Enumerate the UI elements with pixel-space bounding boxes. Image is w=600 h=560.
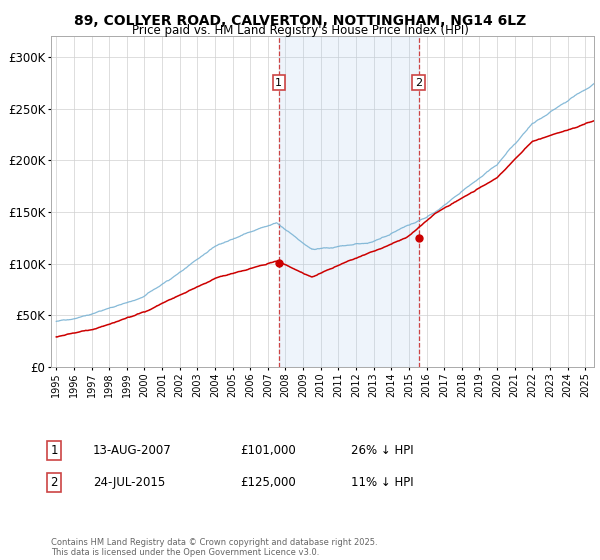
Text: £101,000: £101,000: [240, 444, 296, 458]
Text: £125,000: £125,000: [240, 476, 296, 489]
Text: 2: 2: [415, 78, 422, 88]
Text: 11% ↓ HPI: 11% ↓ HPI: [351, 476, 413, 489]
Text: 1: 1: [275, 78, 282, 88]
Text: Contains HM Land Registry data © Crown copyright and database right 2025.
This d: Contains HM Land Registry data © Crown c…: [51, 538, 377, 557]
Text: 89, COLLYER ROAD, CALVERTON, NOTTINGHAM, NG14 6LZ: 89, COLLYER ROAD, CALVERTON, NOTTINGHAM,…: [74, 14, 526, 28]
Text: 1: 1: [50, 444, 58, 458]
Bar: [279, 36, 419, 367]
Text: Price paid vs. HM Land Registry's House Price Index (HPI): Price paid vs. HM Land Registry's House …: [131, 24, 469, 37]
Text: 26% ↓ HPI: 26% ↓ HPI: [351, 444, 413, 458]
Text: 13-AUG-2007: 13-AUG-2007: [93, 444, 172, 458]
Text: 2: 2: [50, 476, 58, 489]
Text: 24-JUL-2015: 24-JUL-2015: [93, 476, 165, 489]
